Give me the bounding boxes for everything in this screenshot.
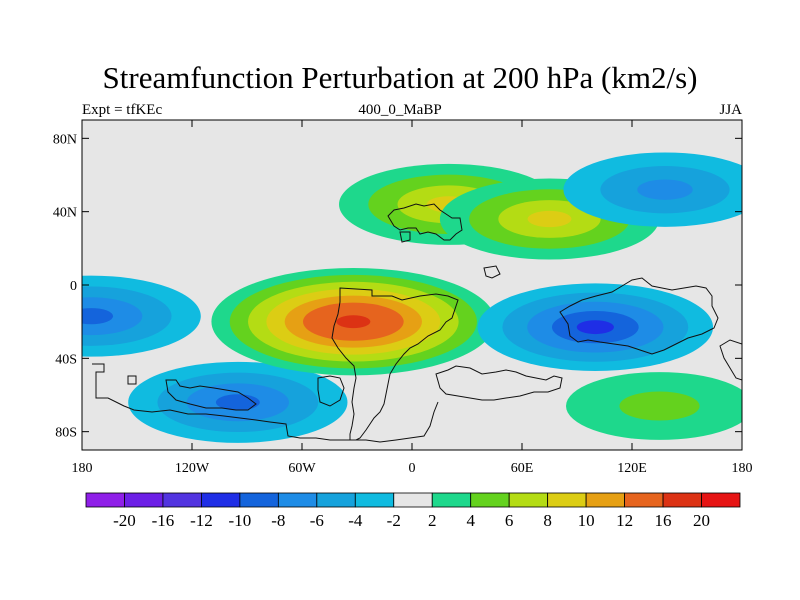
colorbar-label: -12	[190, 511, 213, 530]
colorbar-swatch	[277, 492, 318, 508]
colorbar-label: 20	[693, 511, 710, 530]
colorbar-swatch	[124, 492, 164, 508]
colorbar-swatch	[470, 492, 510, 508]
colorbar-swatch	[316, 492, 356, 508]
x-tick-label: 180	[732, 461, 753, 476]
colorbar-swatch	[701, 492, 741, 508]
colorbar-swatch	[585, 492, 625, 508]
colorbar-swatch	[547, 492, 587, 508]
contour-band	[336, 315, 371, 329]
colorbar-label: -8	[271, 511, 285, 530]
colorbar-label: -4	[348, 511, 363, 530]
colorbar-label: 2	[428, 511, 437, 530]
contour-band	[637, 179, 693, 200]
anomaly-center-8	[566, 372, 742, 440]
colorbar-swatch	[624, 492, 664, 508]
colorbar-swatch	[201, 492, 241, 508]
colorbar-swatch	[162, 492, 202, 508]
colorbar-label: 10	[578, 511, 595, 530]
anomaly-center-6	[82, 275, 201, 357]
colorbar-label: -2	[387, 511, 401, 530]
anomaly-center-1	[128, 361, 348, 443]
colorbar-label: -10	[229, 511, 252, 530]
chart-title: Streamfunction Perturbation at 200 hPa (…	[102, 60, 698, 95]
colorbar-label: 4	[466, 511, 475, 530]
colorbar-label: 12	[616, 511, 633, 530]
contour-band	[576, 320, 614, 335]
contour-band	[82, 308, 114, 325]
colorbar-swatch	[85, 492, 125, 508]
experiment-label: Expt = tfKEc	[82, 102, 163, 118]
experiment-id-label: 400_0_MaBP	[358, 102, 442, 118]
season-label: JJA	[719, 102, 742, 118]
colorbar-swatch	[239, 492, 279, 508]
coastline	[92, 203, 742, 443]
x-tick-label: 60E	[511, 461, 534, 476]
y-tick-label: 0	[70, 279, 77, 294]
colorbar-swatch	[431, 492, 472, 508]
x-tick-label: 0	[409, 461, 416, 476]
colorbar-label: 6	[505, 511, 514, 530]
y-tick-label: 80S	[55, 426, 77, 441]
colorbar-label: -16	[152, 511, 175, 530]
y-tick-label: 40S	[55, 352, 77, 367]
colorbar-label: 8	[543, 511, 552, 530]
contour-band	[527, 210, 572, 228]
colorbar-swatch	[393, 492, 433, 508]
colorbar-label: -6	[310, 511, 324, 530]
colorbar-swatch	[662, 492, 702, 508]
colorbar-swatch	[354, 492, 395, 508]
colorbar-label: -20	[113, 511, 136, 530]
x-tick-label: 120W	[175, 461, 210, 476]
anomaly-center-7	[563, 152, 742, 227]
x-tick-label: 60W	[288, 461, 316, 476]
y-tick-label: 80N	[53, 132, 77, 147]
colorbar-swatch	[508, 492, 549, 508]
y-tick-label: 40N	[53, 206, 77, 221]
x-tick-label: 180	[72, 461, 93, 476]
anomaly-center-2	[211, 267, 496, 376]
x-tick-label: 120E	[617, 461, 647, 476]
contour-band	[619, 391, 700, 421]
colorbar-label: 16	[655, 511, 672, 530]
